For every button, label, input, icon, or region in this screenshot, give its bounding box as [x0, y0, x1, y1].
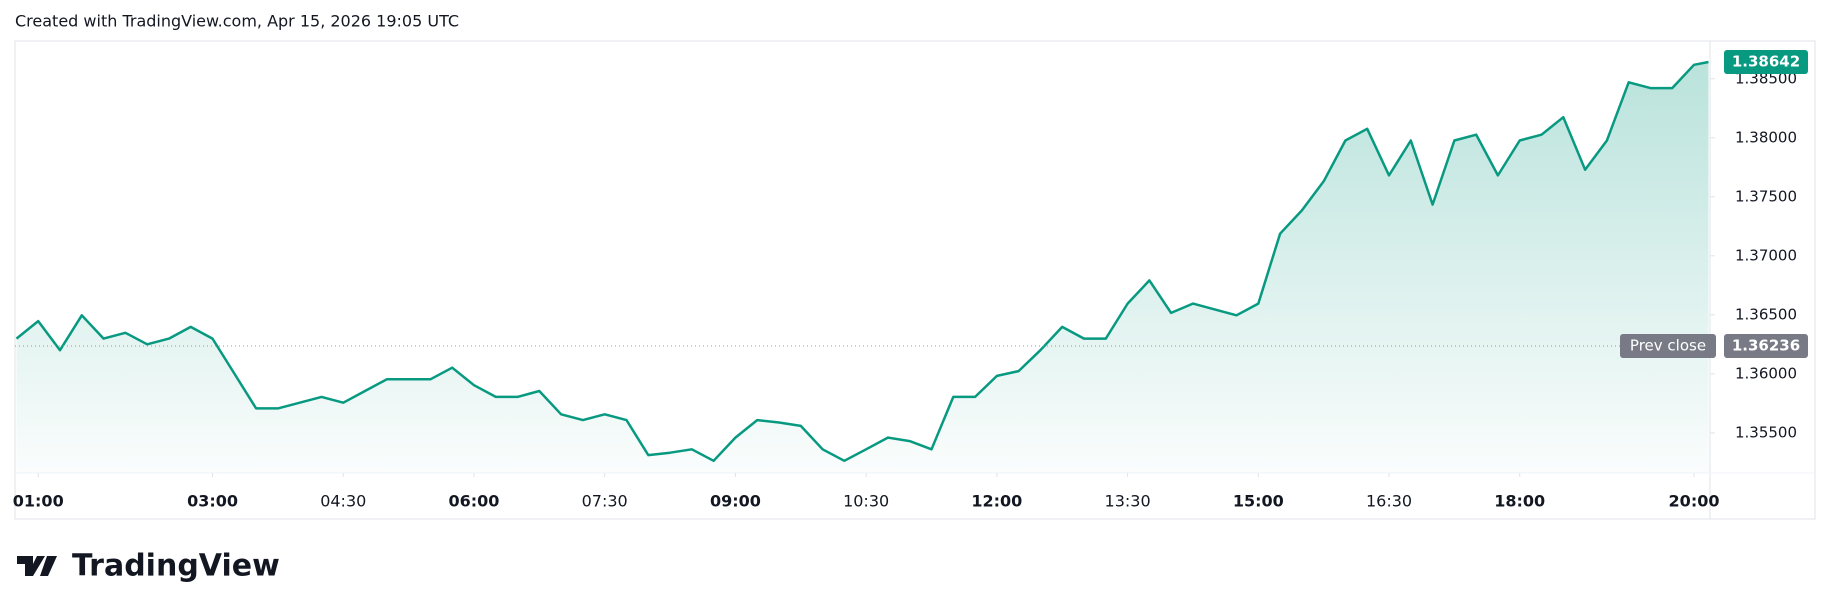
x-tick-label: 03:00: [187, 492, 238, 511]
y-tick-label: 1.37500: [1735, 187, 1797, 205]
x-tick-label: 07:30: [582, 492, 628, 511]
logo: TradingView: [17, 549, 280, 584]
x-tick-label: 04:30: [320, 492, 366, 511]
x-tick-label: 10:30: [843, 492, 889, 511]
prev-close-tag: [1620, 333, 1716, 358]
x-tick-label: 20:00: [1669, 492, 1720, 511]
y-tick-label: 1.36500: [1735, 305, 1797, 323]
logo-text: TradingView: [72, 549, 280, 584]
x-tick-label: 15:00: [1233, 492, 1284, 511]
y-tick-label: 1.36000: [1735, 364, 1797, 382]
last-price-box: [1724, 50, 1808, 75]
prev-close-value: 1.36236: [1732, 336, 1800, 354]
area-fill: [16, 62, 1709, 473]
price-line: [15, 60, 1709, 463]
x-tick-label: 09:00: [710, 492, 761, 511]
x-tick-label: 16:30: [1366, 492, 1412, 511]
x-tick-label: 18:00: [1494, 492, 1545, 511]
y-tick-label: 1.37000: [1735, 246, 1797, 264]
y-tick-label: 1.38000: [1735, 128, 1797, 146]
logo-icon: [17, 556, 57, 576]
chart-frame: [14, 40, 1816, 520]
last-price-label: 1.38642: [1732, 53, 1800, 71]
x-tick-label: 06:00: [449, 492, 500, 511]
x-tick-label: 01:00: [13, 492, 64, 511]
prev-close-label: Prev close: [1630, 336, 1706, 354]
y-tick-label: 1.35500: [1735, 423, 1797, 441]
watermark: Created with TradingView.com, Apr 15, 20…: [15, 12, 459, 31]
x-tick-label: 13:30: [1105, 492, 1151, 511]
x-tick-label: 12:00: [971, 492, 1022, 511]
prev-close-box: [1724, 333, 1808, 358]
